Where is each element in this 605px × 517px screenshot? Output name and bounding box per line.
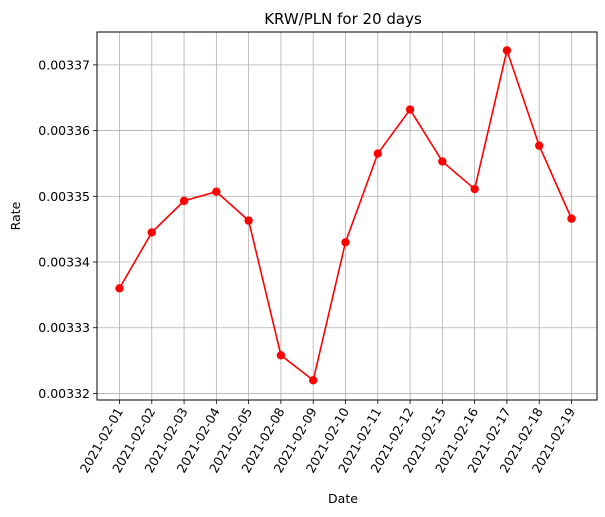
data-point bbox=[567, 214, 576, 223]
data-point bbox=[341, 238, 350, 247]
data-point bbox=[405, 105, 415, 114]
data-point bbox=[309, 376, 318, 385]
y-axis-ticks: 0.00332 0.00333 0.00334 0.00335 0.00336 0.003… bbox=[38, 57, 97, 401]
data-point bbox=[470, 184, 479, 194]
y-tick-label: 0.00336 bbox=[38, 123, 90, 138]
data-point bbox=[438, 157, 447, 166]
y-tick-label: 0.00334 bbox=[38, 255, 90, 270]
y-tick-label: 0.00337 bbox=[38, 57, 90, 72]
data-point bbox=[147, 228, 156, 237]
y-tick-label: 0.00333 bbox=[38, 320, 90, 335]
plot-frame bbox=[96, 31, 598, 401]
chart-title: KRW/PLN for 20 days bbox=[264, 10, 422, 28]
series-layer bbox=[115, 46, 576, 385]
grid bbox=[97, 32, 597, 400]
data-point bbox=[502, 46, 512, 55]
y-tick-label: 0.00332 bbox=[38, 386, 90, 401]
data-point bbox=[179, 196, 189, 206]
data-point bbox=[373, 149, 382, 158]
x-axis-label: Date bbox=[328, 491, 358, 506]
data-point bbox=[244, 216, 253, 225]
data-point bbox=[115, 284, 124, 293]
data-point bbox=[276, 351, 286, 360]
y-tick-label: 0.00335 bbox=[38, 189, 90, 204]
x-axis-ticks: 2021-02-012021-02-022021-02-032021-02-04… bbox=[77, 400, 578, 475]
data-point bbox=[212, 187, 221, 196]
data-point bbox=[535, 141, 544, 150]
y-axis-label: Rate bbox=[8, 201, 23, 230]
